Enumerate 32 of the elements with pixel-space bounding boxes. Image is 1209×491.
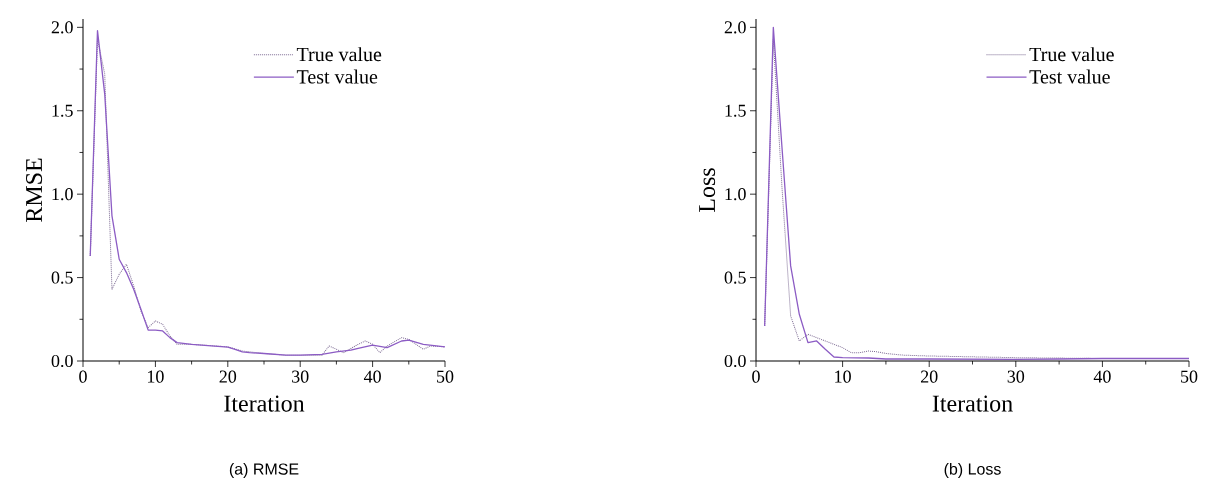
x-tick-label: 0: [79, 370, 87, 383]
y-tick-label: 2.0: [51, 21, 73, 34]
x-tick-label: 30: [292, 370, 309, 383]
y-tick-label: 2.0: [724, 21, 746, 34]
text: (a) RMSE: [229, 462, 299, 478]
x-tick-label: 30: [1007, 370, 1025, 383]
legend-label: True value: [1029, 47, 1114, 62]
y-tick-label: 0.0: [724, 354, 746, 368]
text: (b) Loss: [944, 462, 1001, 478]
y-tick-label: 1.5: [52, 104, 73, 117]
y-axis-title: RMSE: [25, 158, 43, 222]
x-tick-label: 20: [219, 370, 237, 383]
y-tick-label: 1.5: [725, 104, 746, 117]
x-tick-label: 10: [147, 370, 164, 383]
x-axis-title: Iteration: [224, 395, 305, 412]
y-axis-title: Loss: [699, 168, 716, 212]
legend-label: Test value: [1029, 69, 1110, 84]
y-tick-label: 0.5: [724, 271, 746, 284]
x-tick-label: 40: [363, 370, 381, 383]
y-tick-label: 1.0: [52, 188, 73, 201]
y-tick-label: 0.0: [51, 354, 73, 368]
x-axis-title: Iteration: [932, 395, 1013, 412]
x-tick-label: 10: [835, 370, 851, 383]
x-tick-label: 50: [437, 370, 454, 383]
y-tick-label: 1.0: [725, 188, 746, 201]
y-tick-label: 0.5: [51, 271, 73, 284]
x-tick-label: 40: [1093, 370, 1111, 383]
x-tick-label: 0: [752, 370, 760, 383]
x-tick-label: 20: [920, 370, 938, 383]
x-tick-label: 50: [1181, 370, 1198, 383]
legend-label: True value: [296, 47, 382, 62]
legend-label: Test value: [296, 69, 378, 84]
